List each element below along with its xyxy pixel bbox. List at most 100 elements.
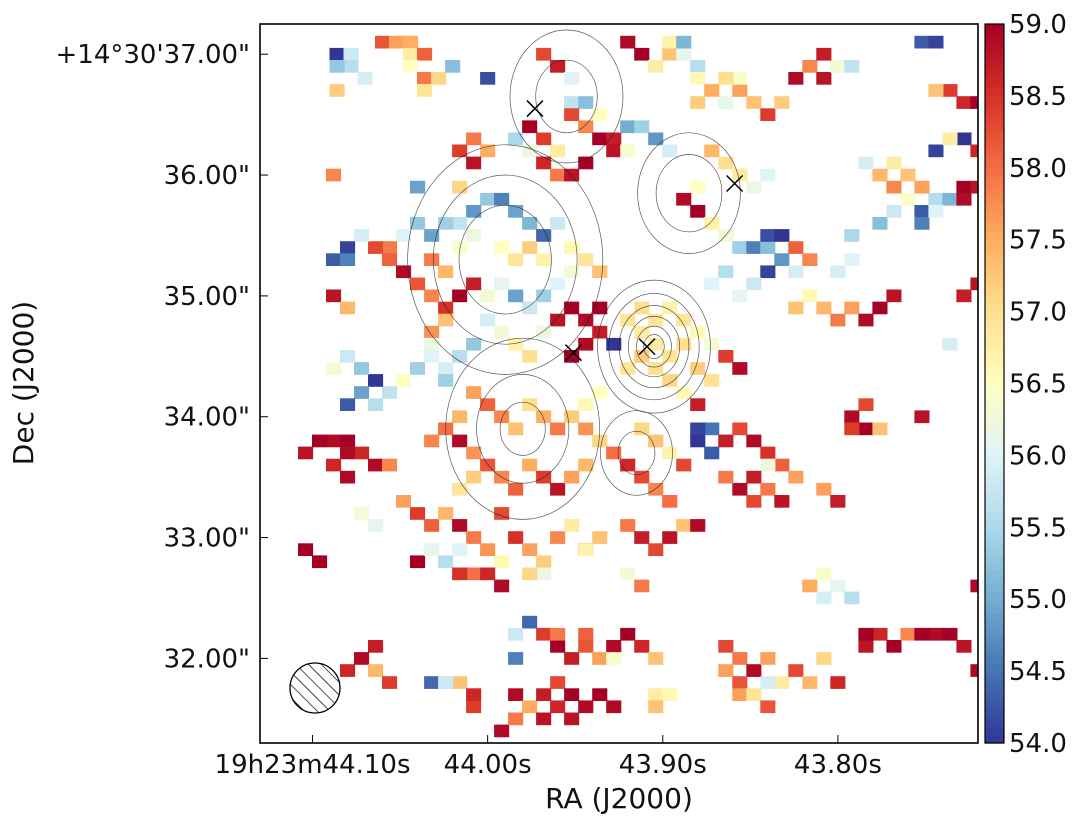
- heatmap-pixel: [802, 676, 818, 689]
- heatmap-pixel: [914, 217, 930, 230]
- heatmap-pixel: [970, 277, 978, 291]
- colorbar-segment: [985, 412, 1004, 421]
- heatmap-pixel: [732, 72, 748, 85]
- colorbar-segment: [985, 556, 1004, 564]
- heatmap-pixel: [357, 72, 373, 85]
- heatmap-pixel: [634, 640, 650, 653]
- heatmap-pixel: [382, 458, 398, 472]
- heatmap-pixel: [634, 579, 650, 593]
- heatmap-pixel: [340, 398, 356, 411]
- contour-line: [535, 59, 598, 134]
- heatmap-pixel: [606, 640, 622, 653]
- heatmap-pixel: [466, 700, 482, 714]
- heatmap-pixel: [732, 422, 748, 436]
- colorbar-segment: [985, 405, 1004, 413]
- heatmap-pixel: [522, 350, 538, 363]
- heatmap-pixel: [704, 84, 720, 97]
- heatmap-pixel: [942, 192, 958, 206]
- heatmap-pixel: [844, 591, 860, 605]
- heatmap-pixel: [872, 301, 888, 315]
- heatmap-pixel: [718, 265, 734, 279]
- heatmap-pixel: [970, 180, 978, 194]
- colorbar-segment: [985, 182, 1004, 190]
- heatmap-pixel: [536, 627, 552, 641]
- heatmap-pixel: [326, 434, 342, 448]
- heatmap-pixel: [970, 664, 978, 677]
- heatmap-pixel: [900, 192, 916, 206]
- heatmap-pixel: [312, 555, 328, 569]
- heatmap-pixel: [340, 241, 356, 254]
- heatmap-pixel: [956, 192, 972, 206]
- colorbar-segment: [985, 448, 1004, 456]
- colorbar-segment: [985, 139, 1004, 147]
- x-tick-label: 43.80s: [794, 750, 882, 780]
- heatmap-pixel: [592, 531, 608, 544]
- colorbar-segment: [985, 52, 1004, 61]
- heatmap-pixel: [424, 434, 440, 448]
- x-tick-label: 44.00s: [444, 750, 532, 780]
- heatmap-pixel: [830, 313, 846, 327]
- source-marker: [638, 338, 656, 356]
- heatmap-pixel: [466, 205, 482, 218]
- contour-line: [597, 279, 711, 414]
- heatmap-pixel: [592, 386, 608, 399]
- heatmap-pixel: [452, 350, 468, 363]
- colorbar-segment: [985, 512, 1004, 521]
- heatmap-pixel: [466, 531, 482, 544]
- heatmap-pixel: [298, 446, 314, 460]
- heatmap-pixel: [760, 229, 776, 242]
- colorbar: [984, 23, 1005, 744]
- heatmap-pixel: [704, 374, 720, 387]
- heatmap-pixel: [718, 470, 734, 484]
- heatmap-pixel: [522, 301, 538, 315]
- beam-ellipse: [289, 662, 341, 714]
- heatmap-pixel: [508, 652, 524, 665]
- heatmap-pixel: [704, 337, 720, 351]
- colorbar-tick-label: 55.5: [1009, 513, 1067, 543]
- colorbar-segment: [985, 103, 1004, 111]
- heatmap-pixel: [368, 640, 384, 653]
- heatmap-pixel: [774, 495, 790, 508]
- colorbar-segment: [985, 613, 1004, 622]
- heatmap-pixel: [900, 168, 916, 182]
- heatmap-pixel: [606, 132, 622, 146]
- heatmap-pixel: [718, 96, 734, 109]
- colorbar-segment: [985, 153, 1004, 162]
- x-tick-label: 19h23m44.10s: [215, 750, 411, 780]
- colorbar-segment: [985, 397, 1004, 406]
- heatmap-pixel: [788, 265, 804, 279]
- heatmap-pixel: [732, 482, 748, 496]
- contour-line: [407, 144, 604, 375]
- contour-line: [509, 29, 624, 164]
- heatmap-pixel: [508, 531, 524, 544]
- source-marker: [564, 344, 582, 362]
- contour-lines: [407, 29, 741, 520]
- heatmap-pixel: [690, 434, 706, 448]
- heatmap-pixel: [704, 422, 720, 436]
- heatmap-pixel: [760, 700, 776, 714]
- heatmap-pixel: [452, 519, 468, 532]
- colorbar-segment: [985, 318, 1004, 327]
- heatmap-pixel: [886, 289, 902, 303]
- heatmap-pixel: [396, 374, 412, 387]
- colorbar-segment: [985, 311, 1004, 320]
- heatmap-pixel: [438, 555, 454, 569]
- colorbar-segment: [985, 110, 1004, 119]
- heatmap-pixel: [648, 132, 664, 146]
- colorbar-segment: [985, 160, 1004, 169]
- heatmap-pixel: [329, 60, 345, 73]
- heatmap-pixel: [648, 688, 664, 701]
- heatmap-pixel: [494, 507, 510, 520]
- heatmap-pixel: [522, 458, 538, 472]
- colorbar-segment: [985, 606, 1004, 615]
- heatmap-pixel: [620, 567, 636, 581]
- heatmap-pixel: [564, 96, 580, 109]
- heatmap-pixel: [480, 192, 496, 206]
- heatmap-pixel: [466, 567, 482, 581]
- heatmap-pixel: [760, 108, 776, 121]
- heatmap-pixel: [816, 301, 832, 315]
- heatmap-pixel: [368, 398, 384, 411]
- heatmap-pixel: [494, 192, 510, 206]
- heatmap-pixel: [732, 84, 748, 97]
